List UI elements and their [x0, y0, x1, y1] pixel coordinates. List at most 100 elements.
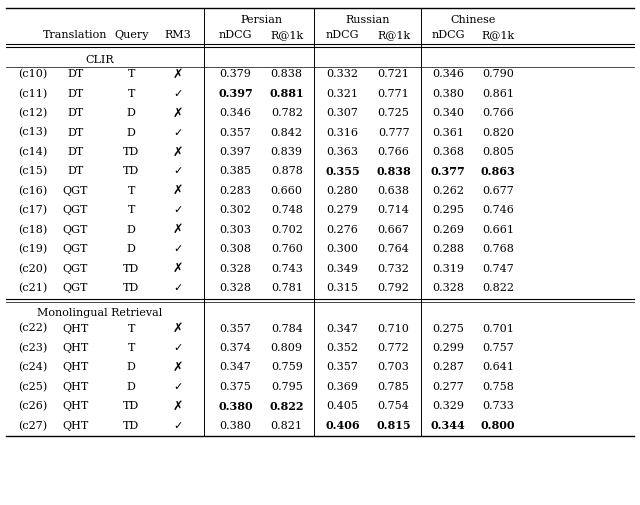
Text: 0.363: 0.363: [326, 147, 358, 157]
Text: R@1k: R@1k: [270, 30, 303, 40]
Text: 0.288: 0.288: [432, 244, 464, 254]
Text: 0.300: 0.300: [326, 244, 358, 254]
Text: (c12): (c12): [18, 108, 47, 118]
Text: D: D: [127, 382, 136, 392]
Text: nDCG: nDCG: [431, 30, 465, 40]
Text: 0.746: 0.746: [482, 206, 514, 215]
Text: ✓: ✓: [173, 206, 182, 215]
Text: 0.368: 0.368: [432, 147, 464, 157]
Text: 0.352: 0.352: [326, 343, 358, 353]
Text: 0.660: 0.660: [271, 186, 303, 196]
Text: ✓: ✓: [173, 128, 182, 137]
Text: 0.377: 0.377: [431, 166, 465, 177]
Text: 0.315: 0.315: [326, 283, 358, 293]
Text: R@1k: R@1k: [377, 30, 410, 40]
Text: T: T: [127, 206, 135, 215]
Text: 0.842: 0.842: [271, 128, 303, 137]
Text: D: D: [127, 363, 136, 373]
Text: 0.328: 0.328: [220, 283, 252, 293]
Text: DT: DT: [67, 69, 84, 79]
Text: (c10): (c10): [18, 69, 47, 79]
Text: 0.725: 0.725: [378, 108, 410, 118]
Text: D: D: [127, 244, 136, 254]
Text: 0.328: 0.328: [220, 264, 252, 274]
Text: (c11): (c11): [18, 88, 47, 99]
Text: (c20): (c20): [18, 264, 47, 274]
Text: (c22): (c22): [18, 323, 47, 334]
Text: 0.772: 0.772: [378, 343, 410, 353]
Text: 0.277: 0.277: [432, 382, 464, 392]
Text: 0.380: 0.380: [220, 421, 252, 431]
Text: 0.759: 0.759: [271, 363, 303, 373]
Text: TD: TD: [123, 283, 140, 293]
Text: 0.757: 0.757: [482, 343, 514, 353]
Text: 0.319: 0.319: [432, 264, 464, 274]
Text: 0.374: 0.374: [220, 343, 252, 353]
Text: 0.329: 0.329: [432, 401, 464, 412]
Text: 0.295: 0.295: [432, 206, 464, 215]
Text: 0.822: 0.822: [482, 283, 514, 293]
Text: 0.838: 0.838: [271, 69, 303, 79]
Text: D: D: [127, 108, 136, 118]
Text: (c13): (c13): [18, 127, 47, 138]
Text: 0.766: 0.766: [482, 108, 514, 118]
Text: (c16): (c16): [18, 186, 47, 196]
Text: ✓: ✓: [173, 421, 182, 431]
Text: CLIR: CLIR: [85, 55, 113, 65]
Text: 0.369: 0.369: [326, 382, 358, 392]
Text: QGT: QGT: [63, 206, 88, 215]
Text: ✗: ✗: [173, 145, 183, 159]
Text: 0.641: 0.641: [482, 363, 514, 373]
Text: ✗: ✗: [173, 68, 183, 81]
Text: 0.346: 0.346: [220, 108, 252, 118]
Text: (c26): (c26): [18, 401, 47, 412]
Text: 0.863: 0.863: [481, 166, 515, 177]
Text: 0.758: 0.758: [482, 382, 514, 392]
Text: 0.262: 0.262: [432, 186, 464, 196]
Text: 0.269: 0.269: [432, 225, 464, 235]
Text: ✗: ✗: [173, 184, 183, 197]
Text: ✗: ✗: [173, 322, 183, 335]
Text: ✓: ✓: [173, 343, 182, 353]
Text: 0.279: 0.279: [326, 206, 358, 215]
Text: 0.703: 0.703: [378, 363, 410, 373]
Text: 0.760: 0.760: [271, 244, 303, 254]
Text: QHT: QHT: [62, 324, 89, 334]
Text: 0.743: 0.743: [271, 264, 303, 274]
Text: 0.347: 0.347: [220, 363, 252, 373]
Text: RM3: RM3: [164, 30, 191, 40]
Text: 0.809: 0.809: [271, 343, 303, 353]
Text: QHT: QHT: [62, 401, 89, 412]
Text: ✗: ✗: [173, 400, 183, 413]
Text: QHT: QHT: [62, 363, 89, 373]
Text: 0.357: 0.357: [220, 324, 252, 334]
Text: Russian: Russian: [346, 15, 390, 25]
Text: 0.821: 0.821: [271, 421, 303, 431]
Text: TD: TD: [123, 147, 140, 157]
Text: 0.777: 0.777: [378, 128, 410, 137]
Text: Chinese: Chinese: [451, 15, 495, 25]
Text: 0.784: 0.784: [271, 324, 303, 334]
Text: 0.344: 0.344: [431, 420, 465, 431]
Text: 0.732: 0.732: [378, 264, 410, 274]
Text: nDCG: nDCG: [219, 30, 252, 40]
Text: T: T: [127, 186, 135, 196]
Text: 0.768: 0.768: [482, 244, 514, 254]
Text: (c17): (c17): [18, 205, 47, 216]
Text: 0.299: 0.299: [432, 343, 464, 353]
Text: 0.302: 0.302: [220, 206, 252, 215]
Text: 0.405: 0.405: [326, 401, 358, 412]
Text: ✗: ✗: [173, 223, 183, 236]
Text: 0.795: 0.795: [271, 382, 303, 392]
Text: (c27): (c27): [18, 421, 47, 431]
Text: 0.275: 0.275: [432, 324, 464, 334]
Text: 0.710: 0.710: [378, 324, 410, 334]
Text: ✓: ✓: [173, 244, 182, 254]
Text: 0.276: 0.276: [326, 225, 358, 235]
Text: 0.346: 0.346: [432, 69, 464, 79]
Text: 0.349: 0.349: [326, 264, 358, 274]
Text: T: T: [127, 89, 135, 98]
Text: 0.820: 0.820: [482, 128, 514, 137]
Text: 0.303: 0.303: [220, 225, 252, 235]
Text: ✓: ✓: [173, 382, 182, 392]
